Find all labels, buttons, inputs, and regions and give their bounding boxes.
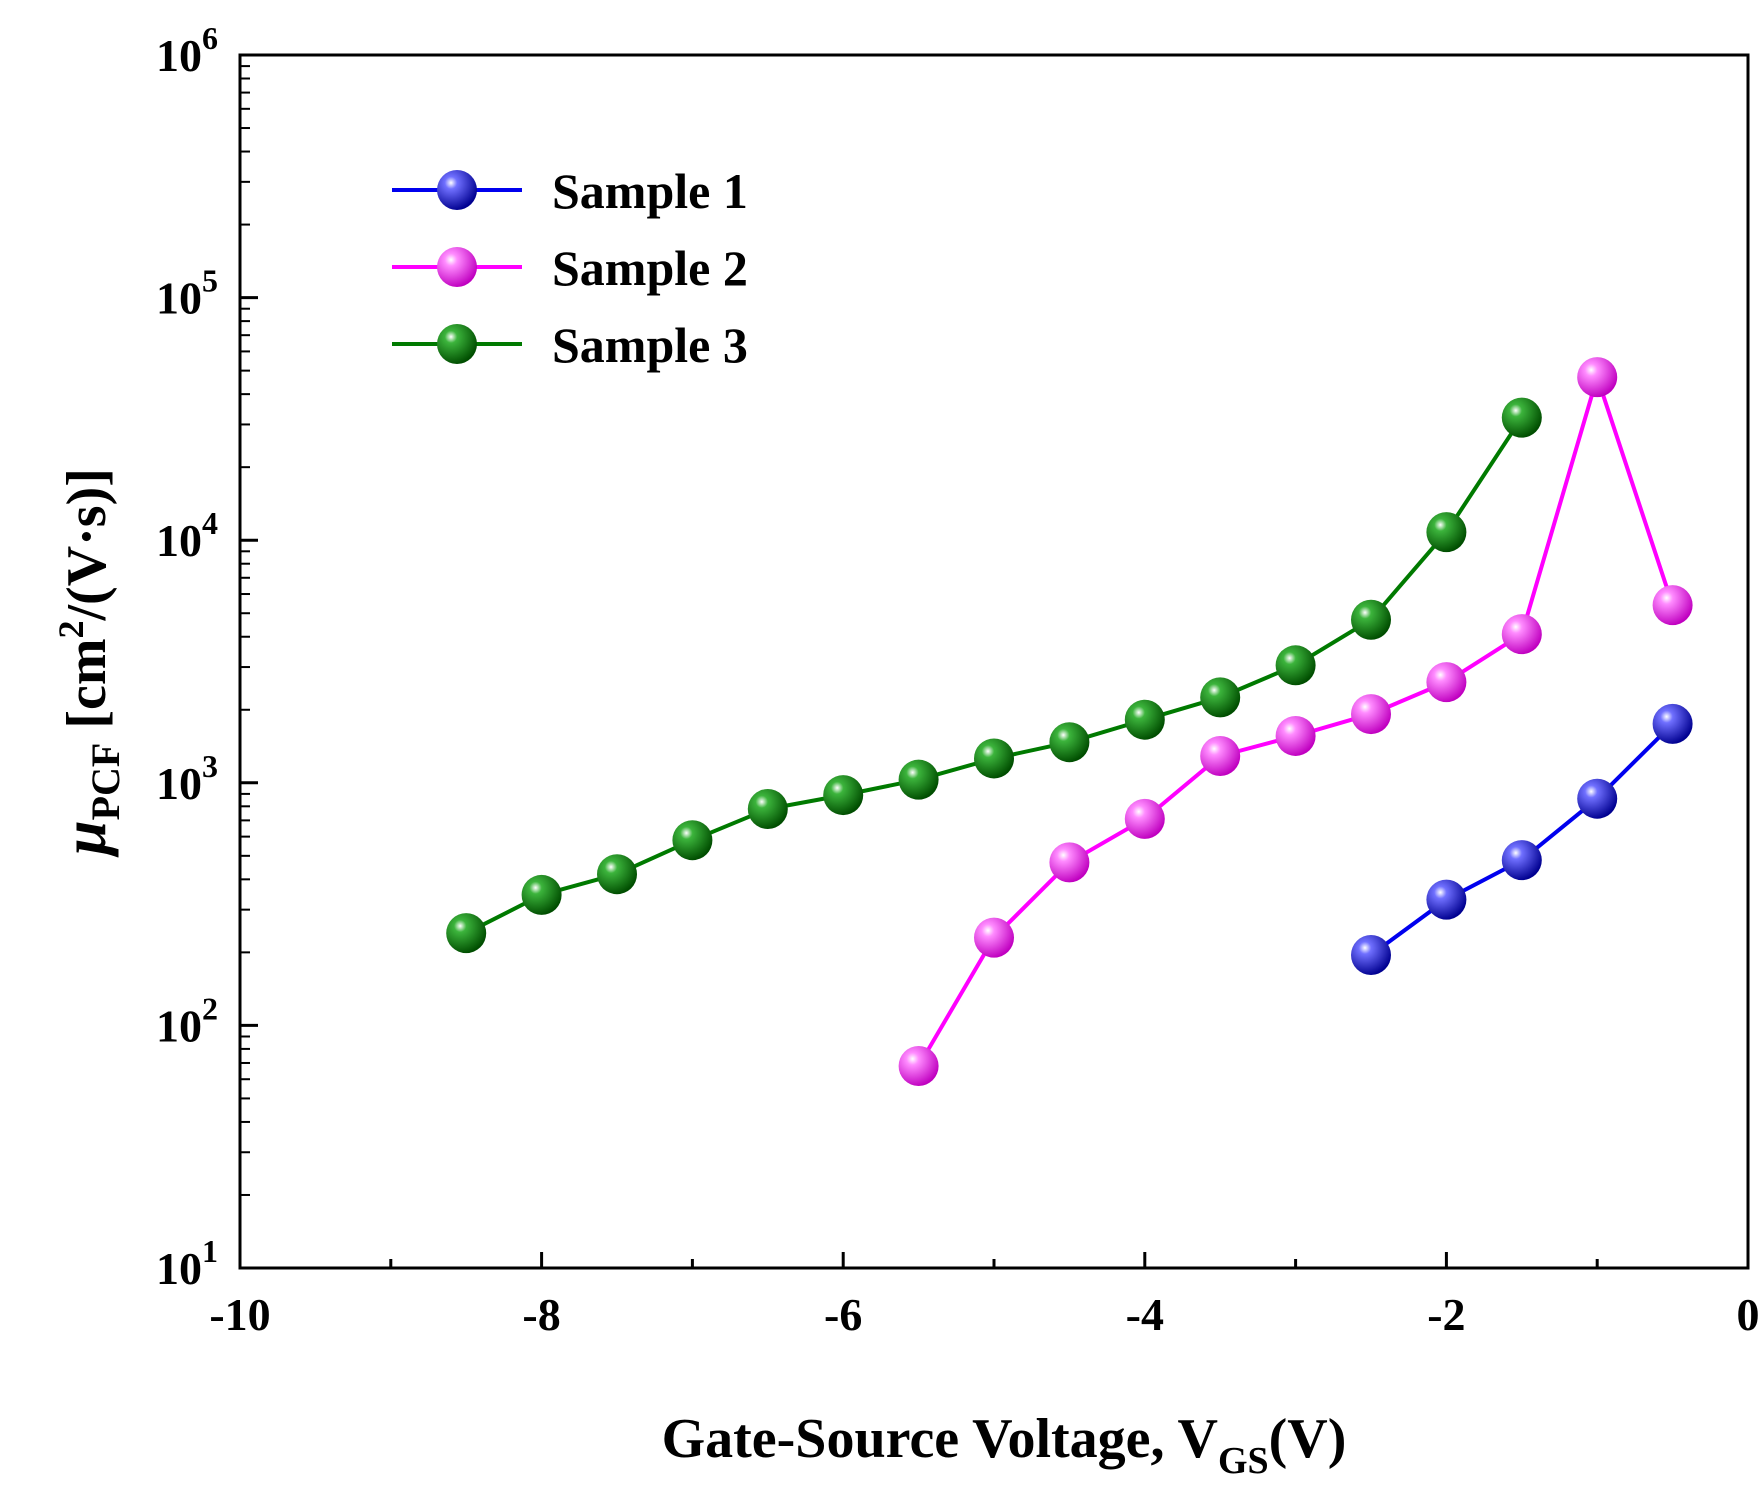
x-axis-title: Gate-Source Voltage, VGS(V) — [662, 1408, 1347, 1482]
y-tick-base: 10 — [156, 1000, 202, 1051]
x-tick-label: -2 — [1427, 1289, 1465, 1340]
data-point — [1652, 585, 1693, 626]
data-point — [1351, 694, 1391, 735]
y-axis-title-sub: PCF — [83, 743, 128, 821]
data-point — [1200, 677, 1241, 718]
data-point — [1200, 735, 1241, 776]
data-point — [1351, 599, 1391, 640]
series-layer — [446, 357, 1693, 1087]
y-tick-label: 102 — [156, 990, 218, 1051]
x-tick-label: -6 — [824, 1289, 862, 1340]
y-tick-exponent: 1 — [202, 1233, 218, 1269]
x-tick-label: -10 — [209, 1289, 270, 1340]
data-point — [597, 854, 637, 895]
y-tick-exponent: 2 — [202, 990, 218, 1026]
data-point — [747, 788, 788, 829]
x-axis-title-tail: (V) — [1269, 1408, 1347, 1470]
y-tick-exponent: 5 — [202, 263, 218, 299]
y-tick-label: 104 — [156, 505, 218, 566]
data-point — [1124, 699, 1165, 740]
data-point — [521, 874, 562, 915]
legend: Sample 1 Sample 2 Sample 3 — [392, 163, 748, 373]
data-point — [974, 738, 1014, 779]
x-axis-title-sub: GS — [1218, 1440, 1269, 1482]
y-tick-exponent: 6 — [202, 20, 218, 56]
data-point — [1124, 798, 1165, 839]
data-point — [898, 1046, 939, 1087]
x-axis-title-main: Gate-Source Voltage, V — [662, 1408, 1218, 1470]
legend-item: Sample 3 — [392, 317, 748, 373]
y-axis-title-symbol: μ — [51, 820, 119, 857]
axis-layer: -10 -8 -6 -4 -2 0101102103104105106Gate-Sourc… — [51, 20, 1760, 1482]
x-tick-label: -4 — [1126, 1289, 1164, 1340]
x-tick-label: 0 — [1737, 1289, 1760, 1340]
data-point — [1426, 662, 1467, 703]
y-tick-base: 10 — [156, 1243, 202, 1294]
legend-marker — [437, 324, 477, 364]
series-2 — [898, 357, 1693, 1087]
data-point — [1351, 935, 1391, 976]
legend-label: Sample 2 — [552, 240, 748, 296]
data-point — [1275, 645, 1316, 686]
y-tick-base: 10 — [156, 515, 202, 566]
data-point — [1577, 778, 1618, 819]
data-point — [1275, 715, 1316, 756]
plot-frame — [238, 53, 1750, 1270]
data-point — [1501, 397, 1542, 438]
data-point — [1426, 879, 1467, 920]
data-point — [974, 917, 1014, 958]
y-axis-title-unit: [cm — [56, 639, 118, 743]
series-3 — [446, 397, 1542, 954]
y-tick-base: 10 — [156, 273, 202, 324]
data-point — [446, 913, 487, 954]
y-tick-exponent: 4 — [202, 505, 218, 541]
data-point — [1577, 357, 1618, 398]
y-tick-exponent: 3 — [202, 748, 218, 784]
y-tick-base: 10 — [156, 758, 202, 809]
y-tick-label: 101 — [156, 1233, 218, 1294]
legend-item: Sample 1 — [392, 163, 748, 219]
legend-marker — [437, 170, 477, 210]
y-tick-label: 105 — [156, 263, 218, 324]
y-axis-title: μPCF [cm2/(V·s)] — [51, 468, 128, 858]
data-point — [1049, 842, 1090, 883]
legend-label: Sample 1 — [552, 163, 748, 219]
legend-label: Sample 3 — [552, 317, 748, 373]
data-point — [823, 775, 864, 816]
data-point — [1652, 703, 1693, 744]
y-tick-base: 10 — [156, 30, 202, 81]
data-point — [898, 759, 939, 800]
y-axis-title-unit-end: /(V·s)] — [56, 468, 118, 621]
data-point — [672, 820, 713, 861]
y-tick-label: 103 — [156, 748, 218, 809]
y-axis-title-unit-sup: 2 — [51, 621, 91, 639]
x-tick-label: -8 — [522, 1289, 560, 1340]
data-point — [1501, 614, 1542, 655]
data-point — [1426, 512, 1467, 553]
series-1 — [1351, 703, 1693, 976]
legend-item: Sample 2 — [392, 240, 748, 296]
y-tick-label: 106 — [156, 20, 218, 81]
data-point — [1501, 840, 1542, 881]
data-point — [1049, 722, 1090, 763]
legend-marker — [437, 247, 477, 287]
series-line — [1369, 722, 1675, 957]
